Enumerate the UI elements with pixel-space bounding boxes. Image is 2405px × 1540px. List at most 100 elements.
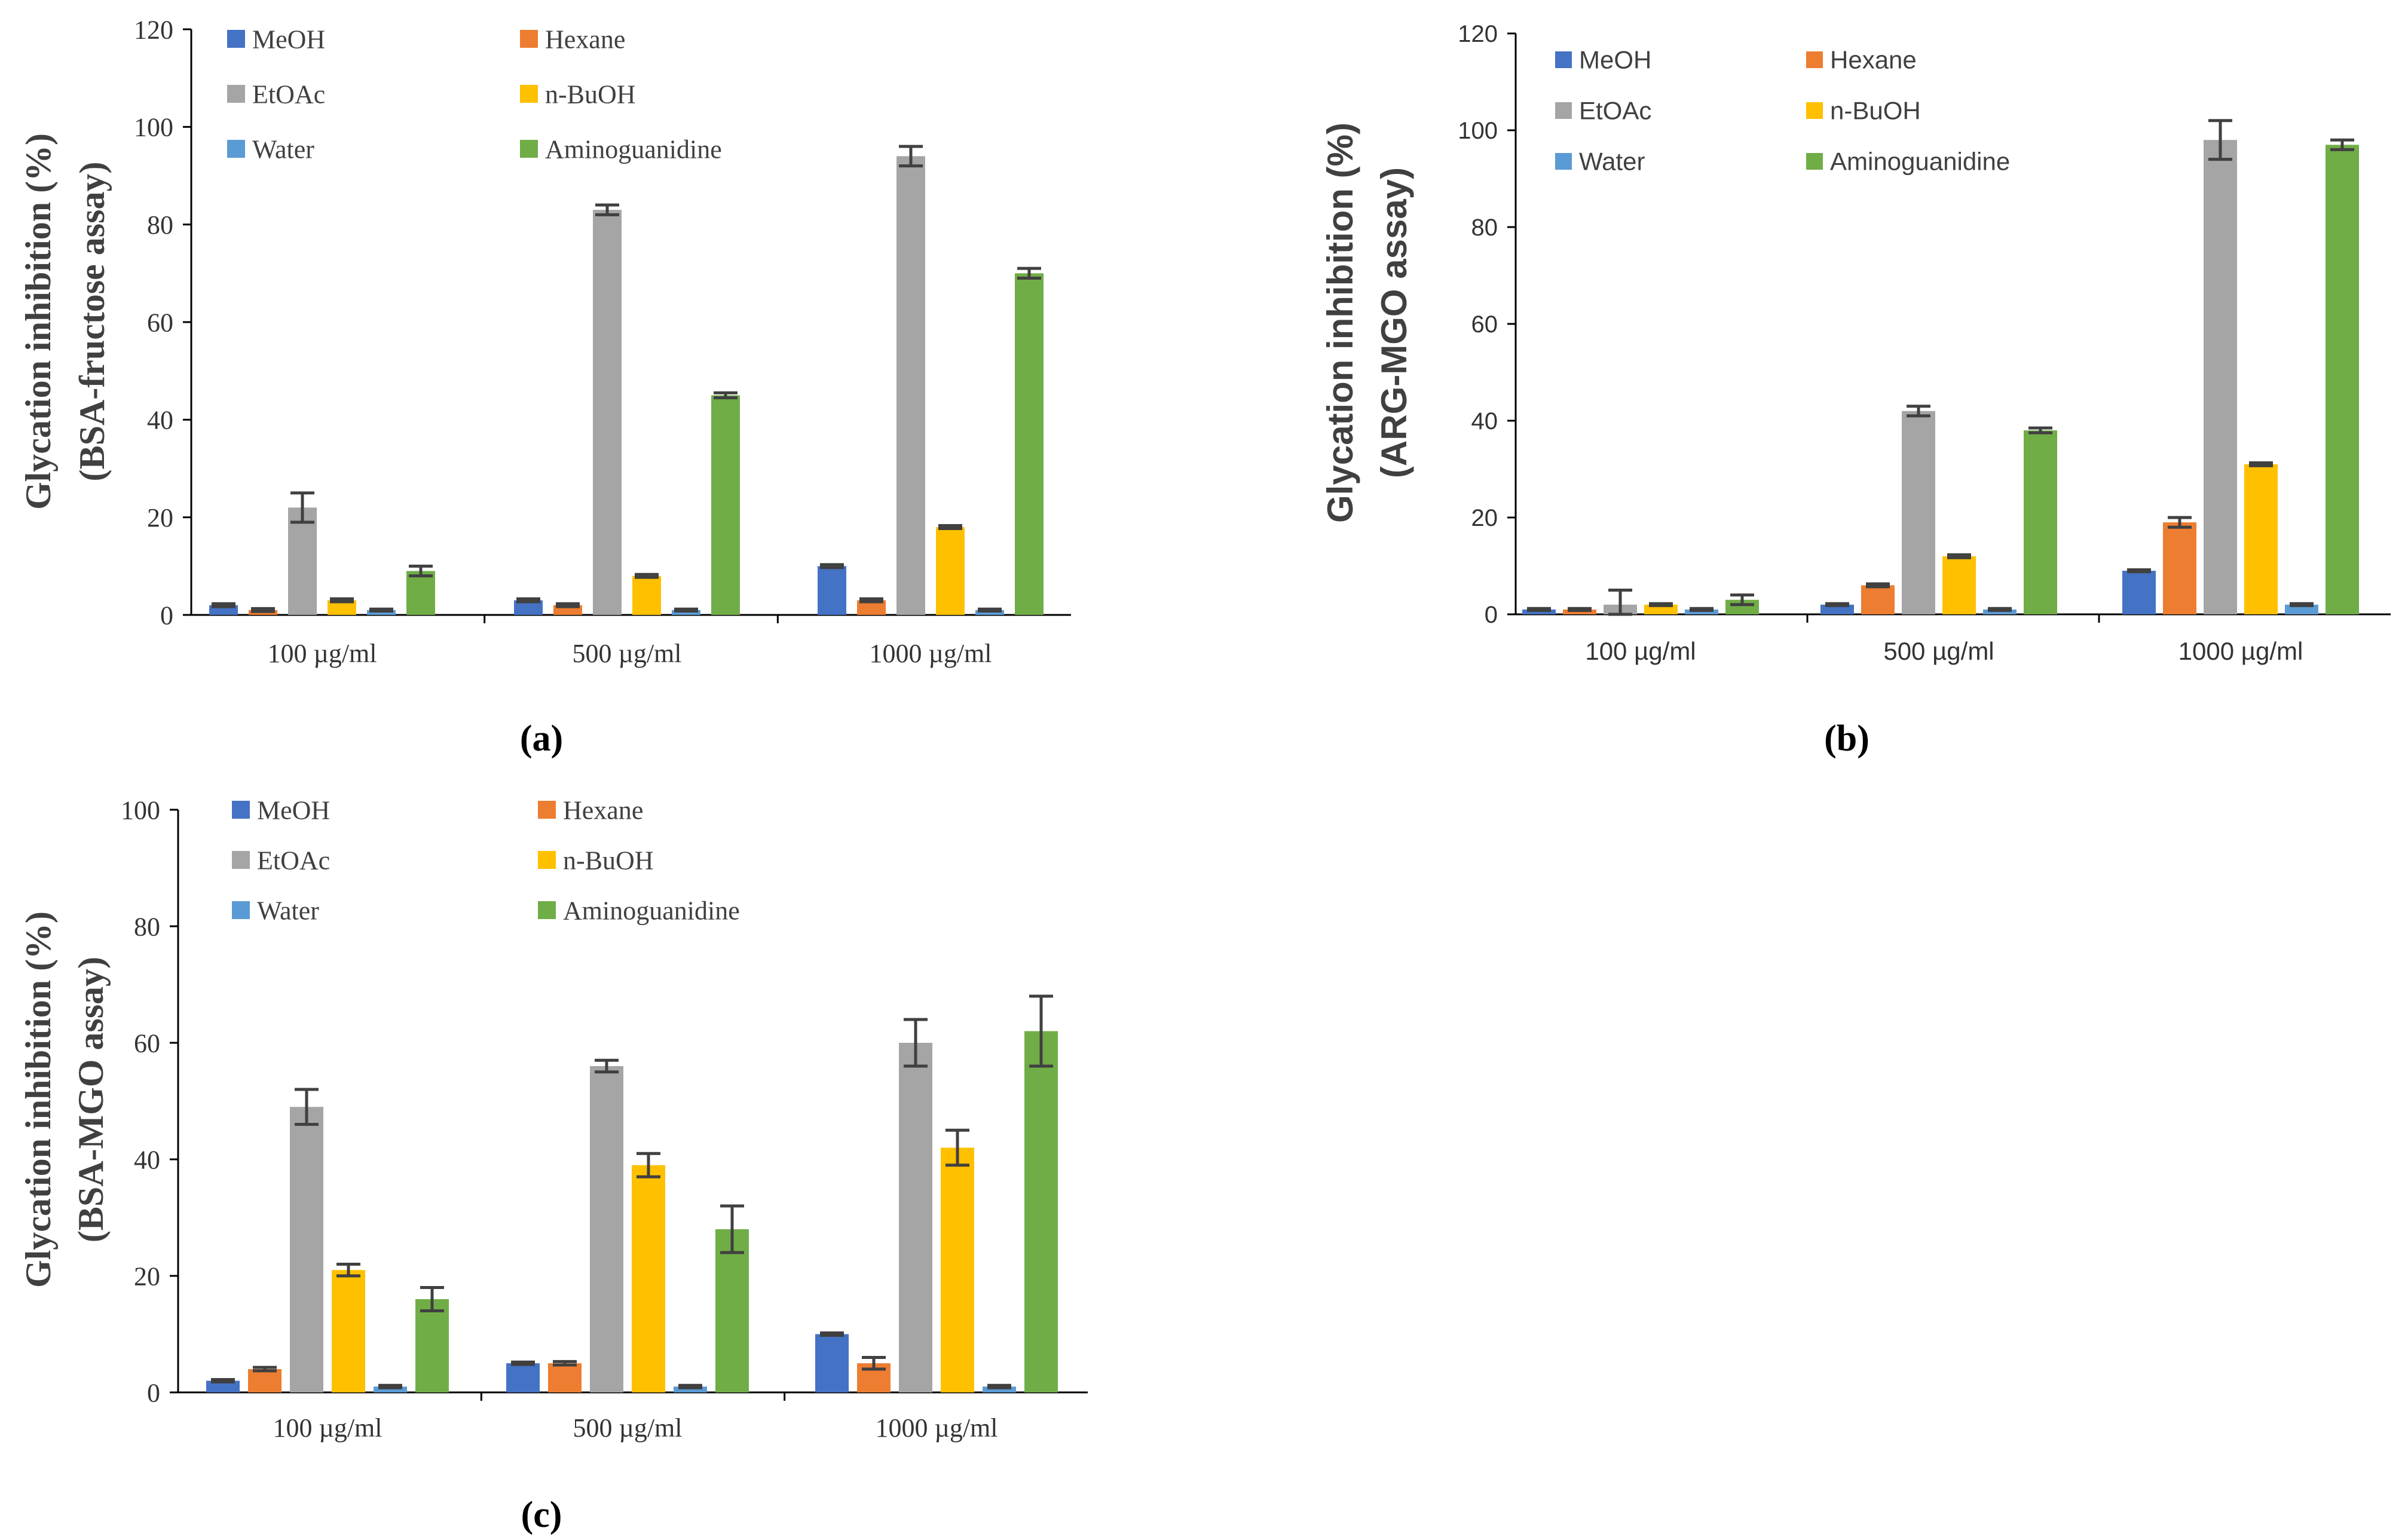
- y-axis-title: (ARG-MGO assay): [1374, 167, 1414, 478]
- legend-swatch-hexane: [1806, 51, 1823, 68]
- legend-swatch-meoh: [227, 30, 245, 48]
- y-tick-label: 80: [147, 210, 173, 240]
- y-tick-label: 0: [160, 601, 173, 630]
- y-tick-label: 120: [134, 15, 173, 44]
- legend-label: Aminoguanidine: [1830, 148, 2010, 176]
- x-category-label: 500 µg/ml: [573, 1413, 682, 1443]
- legend-swatch-water: [1555, 153, 1572, 170]
- bar-n-buoh: [332, 1270, 365, 1392]
- legend-label: Water: [252, 134, 314, 164]
- y-tick-label: 40: [1471, 408, 1498, 434]
- y-tick-label: 40: [147, 406, 173, 435]
- legend-label: EtOAc: [1579, 97, 1651, 125]
- legend-label: EtOAc: [257, 846, 330, 875]
- legend-label: Water: [257, 896, 319, 925]
- bar-aminoguanidine: [1024, 1031, 1058, 1392]
- y-tick-label: 120: [1458, 21, 1498, 47]
- legend-label: n-BuOH: [1830, 97, 1921, 125]
- legend-swatch-meoh: [1555, 51, 1572, 68]
- legend-label: Aminoguanidine: [545, 134, 722, 164]
- y-tick-label: 20: [147, 503, 173, 532]
- bar-aminoguanidine: [1015, 273, 1044, 615]
- legend-label: Hexane: [545, 25, 625, 54]
- y-tick-label: 100: [134, 113, 173, 142]
- bar-etoac: [593, 210, 622, 616]
- bar-hexane: [2163, 522, 2196, 614]
- y-axis-title: Glycation inhibition (%): [19, 911, 58, 1288]
- legend-swatch-aminoguanidine: [538, 901, 556, 919]
- bar-hexane: [248, 1369, 281, 1392]
- bar-water: [374, 1386, 407, 1392]
- legend-label: n-BuOH: [563, 846, 654, 875]
- bar-meoh: [815, 1334, 849, 1392]
- bar-meoh: [2122, 571, 2156, 614]
- bar-n-buoh: [2244, 464, 2278, 614]
- legend-label: MeOH: [1579, 46, 1651, 74]
- bar-n-buoh: [1942, 556, 1976, 614]
- bar-aminoguanidine: [406, 571, 435, 615]
- bar-aminoguanidine: [715, 1229, 749, 1392]
- legend-label: MeOH: [252, 25, 325, 54]
- x-category-label: 1000 µg/ml: [869, 639, 992, 668]
- bar-meoh: [818, 566, 846, 615]
- y-tick-label: 20: [134, 1262, 160, 1291]
- y-tick-label: 0: [1485, 602, 1498, 628]
- bar-aminoguanidine: [2024, 430, 2057, 614]
- legend-swatch-water: [232, 901, 250, 919]
- legend-swatch-aminoguanidine: [1806, 153, 1823, 170]
- legend-swatch-hexane: [520, 30, 538, 48]
- panel-label: (a): [520, 718, 563, 759]
- y-tick-label: 40: [134, 1145, 160, 1174]
- legend-swatch-n-buoh: [1806, 102, 1823, 119]
- bar-hexane: [548, 1363, 582, 1392]
- y-tick-label: 60: [1471, 311, 1498, 338]
- legend-swatch-meoh: [232, 801, 250, 819]
- bar-etoac: [288, 507, 317, 615]
- bar-etoac: [2204, 140, 2237, 614]
- chart-panel-a: 0 20 40 60 80 100 120 100 µg/ml 500 µg/ml 1000 µg…: [19, 15, 1071, 759]
- bar-etoac: [290, 1107, 323, 1392]
- legend-swatch-n-buoh: [538, 851, 556, 869]
- y-tick-label: 60: [134, 1028, 160, 1058]
- x-category-label: 100 µg/ml: [1585, 637, 1696, 665]
- legend-label: MeOH: [257, 795, 330, 825]
- bar-etoac: [896, 156, 925, 615]
- y-axis-title: Glycation inhibition (%): [1320, 123, 1360, 523]
- legend-swatch-etoac: [1555, 102, 1572, 119]
- y-tick-label: 80: [1471, 215, 1498, 241]
- bar-water: [983, 1386, 1016, 1392]
- legend-label: EtOAc: [252, 79, 325, 109]
- x-category-label: 1000 µg/ml: [875, 1413, 998, 1443]
- y-tick-label: 100: [121, 795, 160, 825]
- bar-aminoguanidine: [711, 395, 740, 615]
- bar-etoac: [590, 1066, 623, 1392]
- y-tick-label: 60: [147, 308, 173, 337]
- y-tick-label: 100: [1458, 118, 1498, 144]
- bar-n-buoh: [936, 527, 965, 615]
- bar-n-buoh: [632, 575, 661, 615]
- bar-aminoguanidine: [2326, 145, 2359, 615]
- legend-swatch-etoac: [232, 851, 250, 869]
- chart-panel-c: 0 20 40 60 80 100 100 µg/ml 500 µg/ml 1000 µg/ml…: [19, 795, 1088, 1535]
- legend-swatch-etoac: [227, 85, 245, 103]
- x-category-label: 500 µg/ml: [1883, 637, 1994, 665]
- legend-label: Water: [1579, 148, 1645, 176]
- bar-n-buoh: [941, 1147, 974, 1392]
- bar-aminoguanidine: [415, 1299, 449, 1392]
- legend-swatch-n-buoh: [520, 85, 538, 103]
- bar-n-buoh: [632, 1165, 665, 1392]
- legend-label: n-BuOH: [545, 79, 636, 109]
- x-category-label: 100 µg/ml: [267, 639, 377, 668]
- y-axis-title: (BSA-MGO assay): [71, 957, 111, 1242]
- y-axis-title: (BSA-fructose assay): [72, 162, 112, 482]
- legend-label: Hexane: [563, 795, 643, 825]
- bar-etoac: [1902, 411, 1935, 614]
- legend-swatch-water: [227, 140, 245, 158]
- y-tick-label: 20: [1471, 505, 1498, 531]
- x-category-label: 1000 µg/ml: [2178, 637, 2303, 665]
- legend-swatch-aminoguanidine: [520, 140, 538, 158]
- bar-meoh: [506, 1363, 540, 1392]
- legend-label: Hexane: [1830, 46, 1917, 74]
- legend-swatch-hexane: [538, 801, 556, 819]
